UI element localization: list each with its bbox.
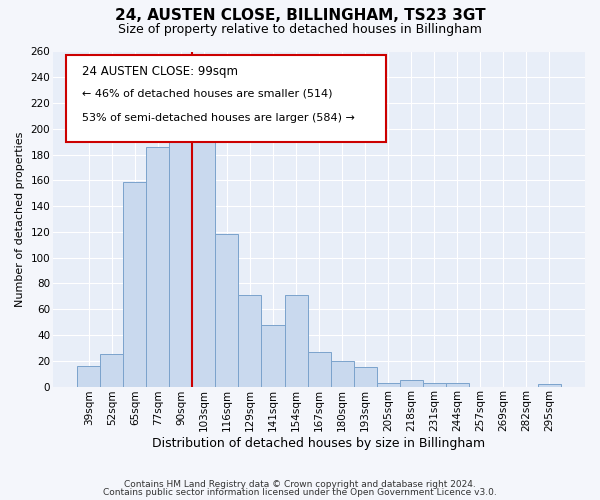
Text: Size of property relative to detached houses in Billingham: Size of property relative to detached ho… [118, 22, 482, 36]
Bar [146, 147, 169, 386]
Bar [422, 382, 446, 386]
Bar [353, 367, 377, 386]
Bar [331, 361, 353, 386]
Bar [538, 384, 561, 386]
Bar [77, 366, 100, 386]
Bar [169, 116, 193, 386]
Bar [308, 352, 331, 386]
Text: 53% of semi-detached houses are larger (584) →: 53% of semi-detached houses are larger (… [82, 114, 355, 124]
Bar [124, 182, 146, 386]
Text: Contains HM Land Registry data © Crown copyright and database right 2024.: Contains HM Land Registry data © Crown c… [124, 480, 476, 489]
X-axis label: Distribution of detached houses by size in Billingham: Distribution of detached houses by size … [152, 437, 485, 450]
Bar [377, 382, 400, 386]
Bar [284, 295, 308, 386]
Y-axis label: Number of detached properties: Number of detached properties [15, 132, 25, 306]
Bar [400, 380, 422, 386]
Bar [193, 110, 215, 386]
Text: ← 46% of detached houses are smaller (514): ← 46% of detached houses are smaller (51… [82, 88, 333, 99]
Bar [446, 382, 469, 386]
Bar [100, 354, 124, 386]
Text: 24 AUSTEN CLOSE: 99sqm: 24 AUSTEN CLOSE: 99sqm [82, 65, 238, 78]
Bar [262, 324, 284, 386]
Text: 24, AUSTEN CLOSE, BILLINGHAM, TS23 3GT: 24, AUSTEN CLOSE, BILLINGHAM, TS23 3GT [115, 8, 485, 22]
Text: Contains public sector information licensed under the Open Government Licence v3: Contains public sector information licen… [103, 488, 497, 497]
Bar [238, 295, 262, 386]
Bar [215, 234, 238, 386]
FancyBboxPatch shape [67, 55, 386, 142]
